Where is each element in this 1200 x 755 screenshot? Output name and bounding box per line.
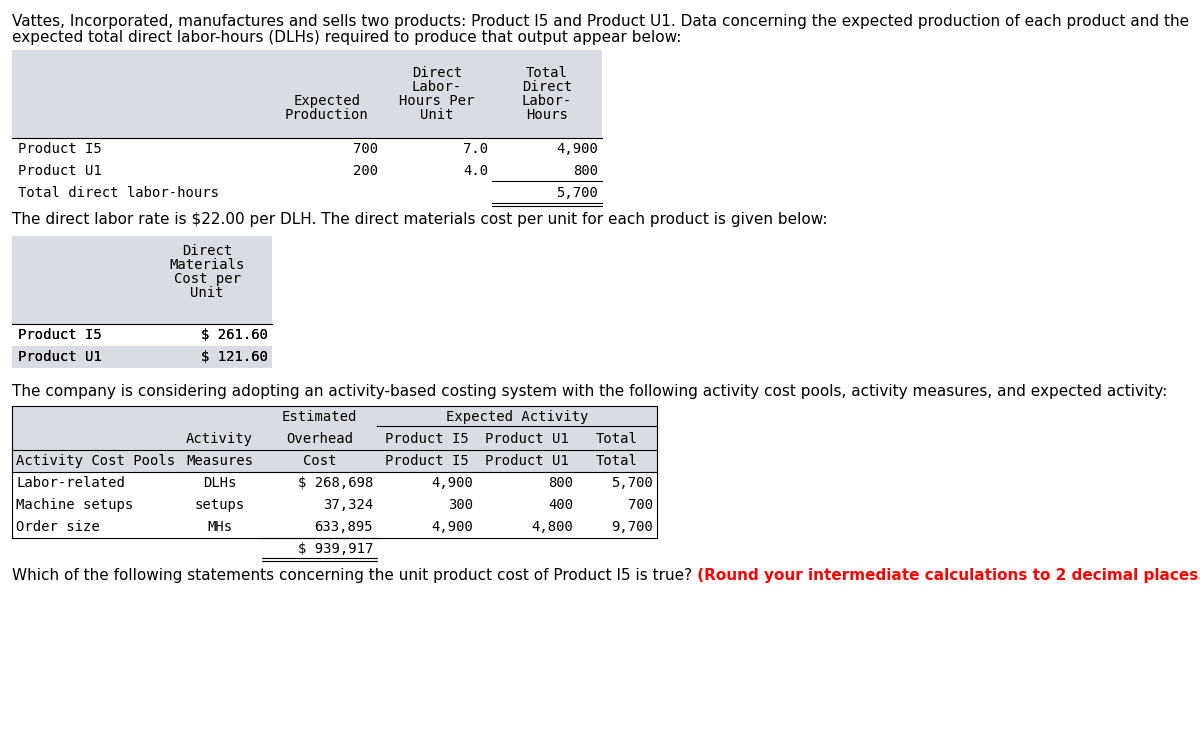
Text: Total: Total <box>596 432 638 446</box>
Text: $ 939,917: $ 939,917 <box>298 542 373 556</box>
Text: 9,700: 9,700 <box>611 520 653 534</box>
Text: Cost per: Cost per <box>174 272 240 286</box>
Text: MHs: MHs <box>206 520 232 534</box>
Text: Hours Per: Hours Per <box>400 94 475 108</box>
Text: $ 121.60: $ 121.60 <box>202 350 268 364</box>
Bar <box>12 236 272 324</box>
Text: expected total direct labor-hours (DLHs) required to produce that output appear : expected total direct labor-hours (DLHs)… <box>12 30 682 45</box>
Text: 37,324: 37,324 <box>323 498 373 512</box>
Text: Labor-related: Labor-related <box>16 476 125 490</box>
Text: The company is considering adopting an activity-based costing system with the fo: The company is considering adopting an a… <box>12 384 1168 399</box>
Text: $ 261.60: $ 261.60 <box>202 328 268 342</box>
Text: Activity: Activity <box>186 432 253 446</box>
Text: Estimated: Estimated <box>282 410 358 424</box>
Text: 700: 700 <box>628 498 653 512</box>
Text: 4,900: 4,900 <box>431 520 473 534</box>
Text: Activity Cost Pools: Activity Cost Pools <box>16 454 175 468</box>
Text: 633,895: 633,895 <box>314 520 373 534</box>
Text: (Round your intermediate calculations to 2 decimal places.): (Round your intermediate calculations to… <box>692 568 1200 583</box>
Text: Product U1: Product U1 <box>18 164 102 178</box>
Text: Labor-: Labor- <box>522 94 572 108</box>
Text: The direct labor rate is $22.00 per DLH. The direct materials cost per unit for : The direct labor rate is $22.00 per DLH.… <box>12 212 828 227</box>
Text: Production: Production <box>286 108 368 122</box>
Text: Product U1: Product U1 <box>485 454 569 468</box>
Text: 400: 400 <box>548 498 574 512</box>
Text: Direct: Direct <box>412 66 462 80</box>
Text: Machine setups: Machine setups <box>16 498 133 512</box>
Text: Product U1: Product U1 <box>485 432 569 446</box>
Text: Overhead: Overhead <box>286 432 353 446</box>
Text: Labor-: Labor- <box>412 80 462 94</box>
Text: setups: setups <box>194 498 245 512</box>
Text: Product I5: Product I5 <box>385 454 469 468</box>
Text: Direct: Direct <box>522 80 572 94</box>
Text: $ 261.60: $ 261.60 <box>202 328 268 342</box>
Text: 300: 300 <box>448 498 473 512</box>
Text: $ 121.60: $ 121.60 <box>202 350 268 364</box>
Text: Order size: Order size <box>16 520 100 534</box>
Bar <box>12 346 272 368</box>
Text: Measures: Measures <box>186 454 253 468</box>
Text: Product U1: Product U1 <box>18 350 102 364</box>
Text: 4,900: 4,900 <box>431 476 473 490</box>
Text: Which of the following statements concerning the unit product cost of Product I5: Which of the following statements concer… <box>12 568 692 583</box>
Text: Product I5: Product I5 <box>18 142 102 156</box>
Text: 700: 700 <box>353 142 378 156</box>
Text: Hours: Hours <box>526 108 568 122</box>
Text: Expected: Expected <box>294 94 360 108</box>
Text: Vattes, Incorporated, manufactures and sells two products: Product I5 and Produc: Vattes, Incorporated, manufactures and s… <box>12 14 1189 29</box>
Text: 7.0: 7.0 <box>463 142 488 156</box>
Text: Total: Total <box>596 454 638 468</box>
Text: Materials: Materials <box>169 258 245 272</box>
Text: Product I5: Product I5 <box>385 432 469 446</box>
Text: 4.0: 4.0 <box>463 164 488 178</box>
Text: Total direct labor-hours: Total direct labor-hours <box>18 186 220 200</box>
Text: 5,700: 5,700 <box>611 476 653 490</box>
Bar <box>12 406 658 472</box>
Text: Product U1: Product U1 <box>18 350 102 364</box>
Bar <box>12 50 602 138</box>
Text: 800: 800 <box>572 164 598 178</box>
Text: Total: Total <box>526 66 568 80</box>
Text: $ 268,698: $ 268,698 <box>298 476 373 490</box>
Text: 4,900: 4,900 <box>556 142 598 156</box>
Text: 4,800: 4,800 <box>532 520 574 534</box>
Text: Product I5: Product I5 <box>18 328 102 342</box>
Text: Unit: Unit <box>191 286 223 300</box>
Text: 200: 200 <box>353 164 378 178</box>
Text: 800: 800 <box>548 476 574 490</box>
Text: 5,700: 5,700 <box>556 186 598 200</box>
Text: Expected Activity: Expected Activity <box>446 410 588 424</box>
Text: Direct: Direct <box>182 244 232 258</box>
Text: Product I5: Product I5 <box>18 328 102 342</box>
Text: DLHs: DLHs <box>203 476 236 490</box>
Text: Unit: Unit <box>420 108 454 122</box>
Text: Cost: Cost <box>302 454 336 468</box>
